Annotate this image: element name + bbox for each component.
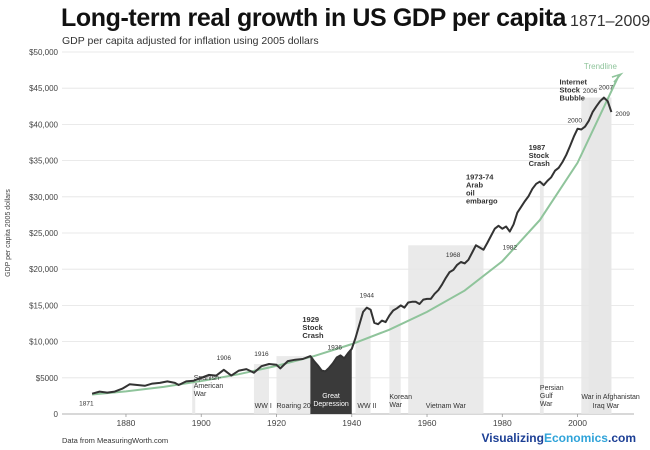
y-tick-label: $50,000 <box>29 48 58 57</box>
period-label: Iraq War <box>593 403 620 410</box>
x-tick-label: 1960 <box>418 418 437 428</box>
period-label: Korean War <box>389 394 412 409</box>
brand-part-1: Visualizing <box>481 431 544 445</box>
shaded-period <box>355 307 371 414</box>
period-label: Roaring 20s <box>277 403 315 410</box>
shaded-period <box>389 305 401 414</box>
shaded-period <box>539 181 544 414</box>
event-annotation: 1871 <box>79 401 94 408</box>
y-tick-label: $25,000 <box>29 229 58 238</box>
x-tick-label: 1940 <box>342 418 361 428</box>
y-tick-label: 0 <box>54 410 59 419</box>
shaded-period <box>408 245 484 414</box>
event-annotation: 2009 <box>615 111 630 118</box>
event-annotation: 1987 Stock Crash <box>529 143 551 168</box>
brand-part-3: .com <box>607 431 636 445</box>
trendline-arrowhead <box>611 72 624 83</box>
period-label: Great Depression <box>313 393 349 408</box>
trendline <box>92 74 620 396</box>
trendline-label: Trendline <box>584 62 618 71</box>
event-annotation: 2007 <box>599 85 614 92</box>
chart-year-range: 1871–2009 <box>570 13 650 30</box>
period-label: WW II <box>357 403 376 410</box>
period-label: Spanish-American War <box>194 375 224 398</box>
event-annotation: 1929 Stock Crash <box>302 315 324 340</box>
title-row: Long-term real growth in US GDP per capi… <box>61 4 650 33</box>
event-annotation: 2000 <box>568 118 583 125</box>
y-tick-label: $45,000 <box>29 84 58 93</box>
period-label: Vietnam War <box>426 403 467 410</box>
event-annotation: 1982 <box>503 245 518 252</box>
shaded-period <box>253 364 269 414</box>
brand-part-2: Economics <box>543 431 608 445</box>
shaded-period <box>192 380 196 414</box>
y-tick-label: $35,000 <box>29 157 58 166</box>
data-source-note: Data from MeasuringWorth.com <box>62 436 169 445</box>
x-tick-label: 1920 <box>267 418 286 428</box>
event-annotation: 1944 <box>360 293 375 300</box>
shaded-period-great-depression <box>310 348 352 414</box>
x-tick-label: 1980 <box>493 418 512 428</box>
period-label: WW I <box>255 403 272 410</box>
y-tick-label: $40,000 <box>29 120 58 129</box>
event-annotation: 1906 <box>217 355 232 362</box>
event-annotation: 1968 <box>446 252 461 259</box>
period-label: War in Afghanistan <box>581 394 640 401</box>
period-label: Persian Gulf War <box>540 385 564 408</box>
y-tick-label: $30,000 <box>29 193 58 202</box>
event-annotation: 1916 <box>254 351 269 358</box>
x-tick-label: 2000 <box>568 418 587 428</box>
event-annotation: Internet Stock Bubble <box>560 78 588 103</box>
gdp-series-line <box>91 96 613 395</box>
y-tick-label: $20,000 <box>29 265 58 274</box>
event-annotation: 1936 <box>327 345 342 352</box>
chart-title: Long-term real growth in US GDP per capi… <box>61 4 567 32</box>
y-tick-label: $5000 <box>36 374 59 383</box>
event-annotation: 1973-74 Arab oil embargo <box>466 172 498 205</box>
y-axis-label: GDP per capita 2005 dollars <box>5 189 12 277</box>
x-tick-label: 1900 <box>192 418 211 428</box>
shaded-period <box>588 97 612 414</box>
brand-logo: VisualizingEconomics.com <box>481 431 636 445</box>
chart-subtitle: GDP per capita adjusted for inflation us… <box>62 35 319 47</box>
y-tick-label: $15,000 <box>29 301 58 310</box>
event-annotation: 2006 <box>583 88 598 95</box>
y-tick-label: $10,000 <box>29 338 58 347</box>
x-tick-label: 1880 <box>117 418 136 428</box>
